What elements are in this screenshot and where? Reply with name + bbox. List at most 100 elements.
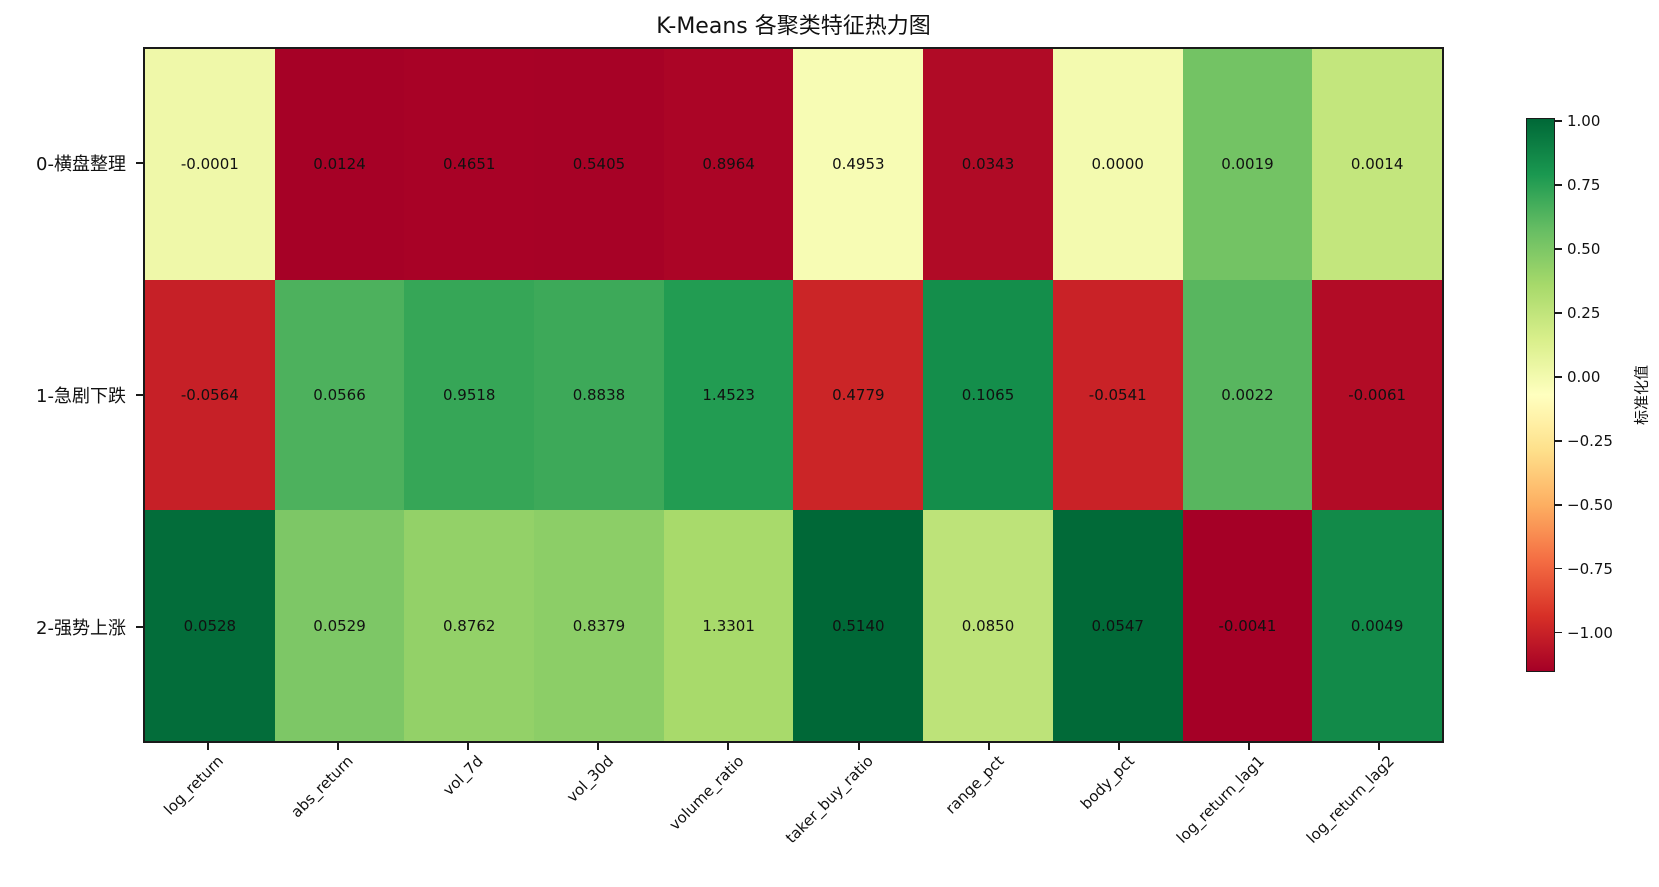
heatmap-cell: 0.0566: [274, 279, 405, 511]
y-tick-mark: [136, 626, 143, 628]
heatmap-cell: -0.0541: [1052, 279, 1183, 511]
x-tick-mark: [987, 743, 990, 750]
heatmap-cell: 0.0019: [1182, 49, 1313, 280]
y-tick-mark: [136, 162, 143, 164]
colorbar-tick-mark: [1555, 312, 1562, 314]
x-tick-mark: [727, 743, 730, 750]
colorbar-tick-label: 0.25: [1567, 303, 1601, 322]
cell-value: 0.9518: [442, 385, 496, 404]
colorbar-tick-mark: [1555, 120, 1562, 122]
colorbar-tick-mark: [1555, 504, 1562, 506]
heatmap-cell: -0.0001: [145, 49, 275, 280]
cell-value: 0.0049: [1350, 616, 1404, 635]
heatmap-cell: 0.0547: [1052, 510, 1183, 741]
heatmap-cell: 0.1065: [923, 279, 1053, 511]
column-label: abs_return: [287, 752, 357, 822]
heatmap-cell: 0.4953: [793, 49, 924, 280]
heatmap-cell: 1.4523: [663, 279, 794, 511]
cell-value: 0.8762: [442, 616, 496, 635]
cell-value: 0.0528: [183, 616, 237, 635]
heatmap-cell: 0.5140: [793, 510, 924, 741]
colorbar-tick-label: −0.50: [1567, 495, 1613, 514]
x-tick-mark: [467, 743, 470, 750]
cell-value: 1.3301: [702, 616, 755, 635]
colorbar-tick-mark: [1555, 184, 1562, 186]
cell-value: 0.4651: [442, 155, 496, 174]
x-tick-mark: [1377, 743, 1380, 750]
heatmap-cell: 0.8762: [404, 510, 535, 741]
row-label: 0-横盘整理: [36, 154, 126, 175]
colorbar-tick-label: −1.00: [1567, 623, 1613, 642]
x-tick-mark: [1117, 743, 1120, 750]
cell-value: 0.0547: [1091, 616, 1144, 635]
cell-value: 0.0850: [961, 616, 1015, 635]
colorbar-tick-label: 0.50: [1567, 239, 1601, 258]
colorbar-tick-mark: [1555, 440, 1562, 442]
heatmap-cell: 0.0000: [1052, 49, 1183, 280]
heatmap-cell: 0.0343: [923, 49, 1053, 280]
cell-value: 0.8838: [572, 385, 626, 404]
cell-value: -0.0061: [1348, 385, 1407, 404]
heatmap-cell: 0.0124: [274, 49, 405, 280]
cell-value: -0.0564: [180, 385, 239, 404]
heatmap-cell: 0.5405: [534, 49, 664, 280]
cell-value: 0.4779: [832, 385, 885, 404]
column-label: volume_ratio: [665, 752, 748, 834]
heatmap-cell: 0.4779: [793, 279, 924, 511]
colorbar-tick-mark: [1555, 376, 1562, 378]
cell-value: 0.0014: [1350, 155, 1404, 174]
column-label: log_return: [160, 752, 227, 819]
heatmap-cell: 0.0049: [1312, 510, 1442, 741]
cell-value: 0.5405: [572, 155, 626, 174]
cell-value: 0.5140: [832, 616, 885, 635]
cell-value: -0.0001: [180, 155, 239, 174]
column-label: vol_30d: [563, 752, 618, 806]
cell-value: 0.8379: [572, 616, 626, 635]
column-label: taker_buy_ratio: [782, 752, 878, 847]
colorbar-tick-label: −0.25: [1567, 431, 1613, 450]
heatmap-cell: 0.0022: [1182, 279, 1313, 511]
x-tick-mark: [337, 743, 340, 750]
colorbar: [1526, 118, 1555, 672]
column-label: log_return_lag2: [1302, 752, 1398, 847]
row-label: 2-强势上涨: [36, 618, 126, 639]
heatmap-cell: -0.0061: [1312, 279, 1442, 511]
column-label: body_pct: [1076, 752, 1138, 813]
heatmap-cell: 0.8964: [663, 49, 794, 280]
column-label: vol_7d: [439, 752, 487, 800]
cell-value: 0.8964: [702, 155, 755, 174]
heatmap-cell: 0.4651: [404, 49, 535, 280]
cell-value: 0.0529: [313, 616, 366, 635]
column-label: range_pct: [941, 752, 1008, 818]
heatmap-cell: -0.0564: [145, 279, 275, 511]
x-tick-mark: [597, 743, 600, 750]
cell-value: 0.0000: [1091, 155, 1144, 174]
cell-value: 0.0019: [1221, 155, 1274, 174]
cell-value: -0.0041: [1218, 616, 1277, 635]
heatmap-cell: 0.0014: [1312, 49, 1442, 280]
colorbar-tick-mark: [1555, 567, 1562, 570]
colorbar-tick-label: 0.00: [1567, 367, 1601, 386]
heatmap-cell: 0.0528: [145, 510, 275, 741]
cell-value: 0.0124: [313, 155, 366, 174]
cell-value: 0.0566: [313, 385, 366, 404]
heatmap-cell: 0.8838: [534, 279, 664, 511]
column-label: log_return_lag1: [1172, 752, 1268, 847]
colorbar-tick-label: 0.75: [1567, 175, 1601, 194]
cell-value: -0.0541: [1088, 385, 1147, 404]
colorbar-tick-label: −0.75: [1567, 559, 1613, 578]
colorbar-tick-label: 1.00: [1567, 112, 1601, 130]
chart-title: K-Means 各聚类特征热力图: [656, 14, 931, 39]
colorbar-axis-label: 标准化值: [1632, 364, 1651, 426]
heatmap-cell: 1.3301: [663, 510, 794, 741]
x-tick-mark: [857, 743, 860, 750]
heatmap-cell: 0.0850: [923, 510, 1053, 741]
heatmap-cell: -0.0041: [1182, 510, 1313, 741]
y-tick-mark: [136, 394, 143, 396]
cell-value: 0.4953: [832, 155, 885, 174]
cell-value: 0.0022: [1221, 385, 1274, 404]
heatmap-cell: 0.9518: [404, 279, 535, 511]
cell-value: 0.1065: [961, 385, 1015, 404]
x-tick-mark: [1247, 743, 1250, 750]
row-label: 1-急剧下跌: [36, 386, 126, 407]
